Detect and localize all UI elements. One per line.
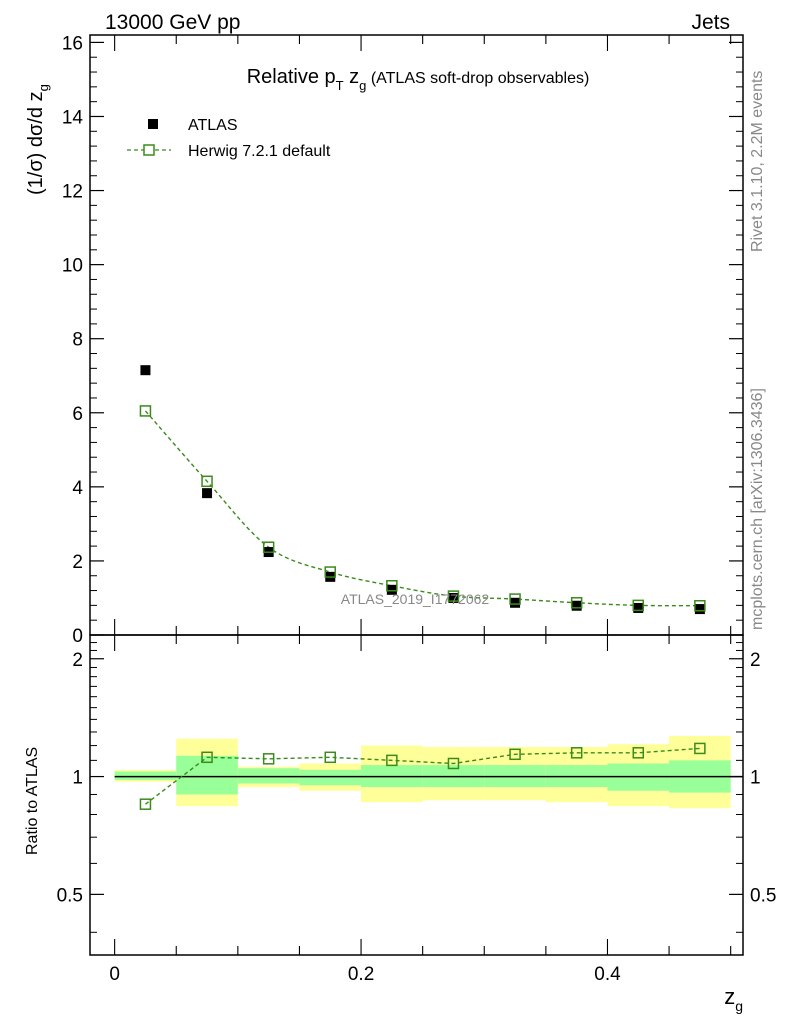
ratio-y-tick-label: 0.5 (57, 885, 83, 906)
herwig-point (386, 579, 398, 592)
herwig-curve (144, 410, 700, 607)
y-axis-label-base: (1/σ) dσ/d z (25, 91, 47, 195)
legend-herwig-marker (143, 144, 155, 156)
herwig-point (262, 541, 275, 553)
main-y-tick-label: 10 (62, 256, 83, 277)
ratio-x-axis: 0 0.2 0.4 (109, 635, 732, 985)
ratio-panel: 0.5 0.5 1 1 2 2 0 0.2 0.4 Ratio to ATLAS zg (24, 634, 776, 1014)
herwig-ratio-point (139, 798, 152, 810)
main-series (139, 365, 706, 615)
main-y-tick-label: 16 (62, 33, 83, 54)
ratio-frame (89, 634, 744, 956)
atlas-point (140, 365, 151, 376)
x-axis-label-base: z (724, 984, 735, 1009)
herwig-point (447, 590, 460, 602)
herwig-ratio-line (145, 747, 700, 805)
ratio-bands (114, 735, 731, 809)
atlas-point (510, 597, 521, 608)
main-y-tick-label: 6 (72, 404, 83, 425)
y-axis-label: (1/σ) dσ/d zg (25, 84, 51, 195)
watermark: ATLAS_2019_I1772062 (341, 591, 490, 607)
ratio-y-tick-label: 2 (72, 650, 83, 671)
atlas-point (571, 600, 582, 611)
title-sub1: T (336, 78, 344, 93)
legend-atlas-marker (148, 119, 158, 129)
legend: ATLAS Herwig 7.2.1 default (127, 117, 331, 160)
herwig-ratio-point (632, 747, 645, 759)
atlas-point (448, 592, 459, 603)
herwig-ratio-point (570, 747, 583, 759)
y-axis-label-sub: g (36, 84, 51, 91)
mcplots-label: mcplots.cern.ch [arXiv:1306.3436] (749, 388, 766, 630)
ratio-inner-band (114, 771, 177, 780)
jets-label: Jets (691, 11, 730, 34)
herwig-ratio-point (509, 748, 521, 761)
rivet-label: Rivet 3.1.10, 2.2M events (749, 71, 766, 252)
ratio-y-tick-label-right: 0.5 (750, 885, 776, 906)
herwig-point (509, 593, 521, 605)
main-y-tick-label: 8 (72, 330, 83, 351)
ratio-y-tick-label: 1 (72, 768, 83, 789)
ratio-y-axis: 0.5 0.5 1 1 2 2 (57, 642, 776, 933)
main-y-axis: 0 2 4 6 8 10 12 14 16 (62, 33, 743, 647)
title-sub2: g (359, 78, 366, 93)
atlas-point (202, 488, 213, 499)
herwig-ratio-point (201, 751, 213, 764)
title-pre: Relative p (247, 66, 336, 88)
herwig-point (632, 599, 645, 612)
main-y-tick-label: 14 (62, 107, 84, 128)
main-y-tick-label: 12 (62, 182, 83, 203)
atlas-point (694, 604, 705, 615)
herwig-ratio-point (262, 753, 275, 765)
title-post: (ATLAS soft-drop observables) (366, 70, 589, 87)
x-tick-label: 0 (109, 964, 120, 985)
chart-title: Relative pT zg (ATLAS soft-drop observab… (247, 66, 590, 93)
ratio-y-tick-label-right: 2 (750, 650, 761, 671)
herwig-point (324, 566, 337, 578)
main-y-tick-label: 2 (72, 552, 83, 573)
atlas-point (386, 584, 397, 595)
x-tick-label: 0.2 (348, 964, 374, 985)
herwig-ratio-point (386, 754, 398, 767)
main-x-ticks (114, 35, 732, 635)
ratio-y-label: Ratio to ATLAS (24, 747, 41, 855)
ratio-series (139, 742, 706, 810)
herwig-point (201, 475, 213, 488)
herwig-point (694, 599, 706, 612)
main-panel: 0 2 4 6 8 10 12 14 16 ATLAS_2019_I1772062 Relati… (25, 33, 744, 647)
legend-atlas-label: ATLAS (188, 117, 238, 134)
atlas-point (633, 602, 644, 613)
herwig-ratio-point (447, 757, 460, 770)
main-y-tick-label: 4 (72, 478, 83, 499)
herwig-point (139, 405, 152, 417)
x-axis-label: zg (724, 984, 743, 1014)
title-mid: z (344, 66, 360, 88)
main-y-tick-label: 0 (72, 626, 83, 647)
legend-herwig-label: Herwig 7.2.1 default (188, 143, 331, 160)
ratio-inner-band (299, 769, 362, 786)
herwig-ratio-point (324, 751, 337, 764)
x-tick-label: 0.4 (594, 964, 621, 985)
energy-label: 13000 GeV pp (105, 11, 240, 34)
x-axis-label-sub: g (735, 998, 743, 1014)
ratio-y-tick-label-right: 1 (750, 768, 761, 789)
herwig-point (570, 597, 583, 609)
herwig-ratio-point (694, 742, 706, 755)
